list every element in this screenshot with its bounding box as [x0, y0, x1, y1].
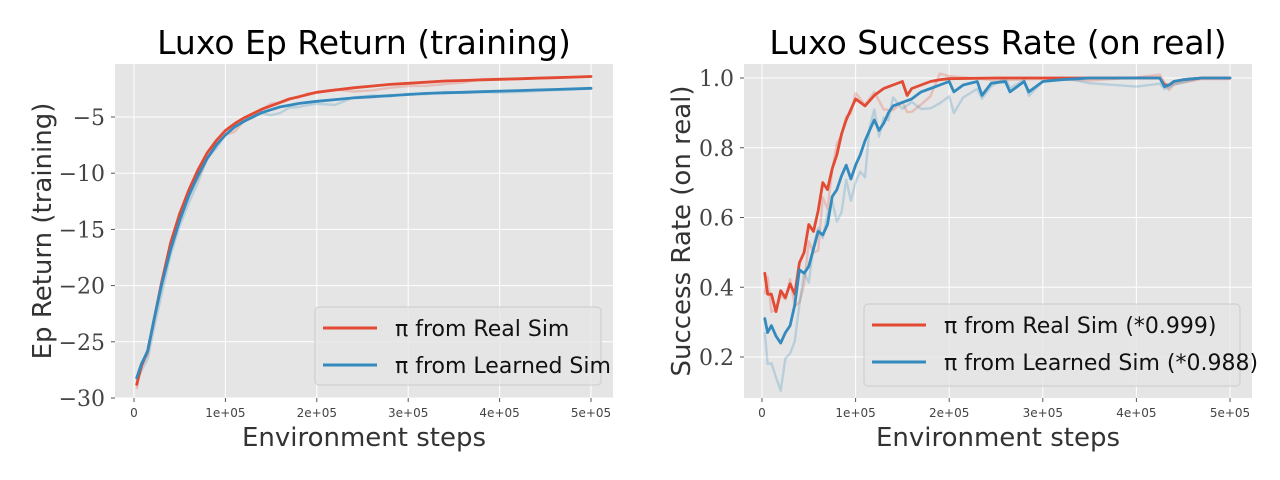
x-tick-label: 2e+05 — [929, 406, 969, 420]
x-tick-label: 5e+05 — [571, 406, 611, 420]
series-group — [135, 75, 593, 390]
legend-box — [314, 306, 602, 386]
y-tick-label: 1.0 — [699, 67, 734, 92]
y-tick-label: −15 — [59, 218, 105, 243]
legend-box — [863, 303, 1241, 387]
legend: π from Real Sim π from Learned Sim — [314, 306, 611, 386]
y-tick-label: 0.2 — [699, 346, 734, 371]
x-tick-label: 0 — [758, 406, 766, 420]
y-tick-label: 0.6 — [699, 207, 734, 232]
chart-title: Luxo Ep Return (training) — [157, 23, 571, 62]
y-tick-label: 0.8 — [699, 137, 734, 162]
y-axis-label: Ep Return (training) — [28, 103, 58, 360]
x-tick-label: 1e+05 — [835, 406, 875, 420]
y-tick-label: −25 — [59, 331, 105, 356]
series-group — [763, 72, 1232, 392]
legend: π from Real Sim (*0.999) π from Learned S… — [863, 303, 1258, 387]
y-axis-label: Success Rate (on real) — [667, 85, 697, 376]
x-axis-label: Environment steps — [876, 423, 1120, 453]
legend-label: π from Learned Sim (*0.988) — [944, 351, 1258, 376]
legend-label: π from Real Sim (*0.999) — [944, 314, 1217, 339]
y-tick-label: −30 — [59, 387, 105, 412]
x-tick-label: 4e+05 — [1116, 406, 1156, 420]
x-tick-label: 3e+05 — [1023, 406, 1063, 420]
x-axis-label: Environment steps — [242, 423, 486, 453]
y-tick-label: −10 — [59, 162, 105, 187]
y-tick-label: 0.4 — [699, 276, 734, 301]
legend-label: π from Real Sim — [395, 317, 569, 342]
x-tick-label: 3e+05 — [388, 406, 428, 420]
x-tick-label: 2e+05 — [297, 406, 337, 420]
y-tick-label: −5 — [73, 106, 105, 131]
chart-title: Luxo Success Rate (on real) — [769, 23, 1226, 62]
x-tick-label: 1e+05 — [205, 406, 245, 420]
chart-2: 0 1e+05 2e+05 3e+05 4e+05 5e+05 0.2 0.4 0.6 0.8 1.… — [667, 23, 1258, 453]
legend-label: π from Learned Sim — [395, 354, 611, 379]
chart-1: 0 1e+05 2e+05 3e+05 4e+05 5e+05 −30 −25 −20 −15 −1… — [28, 23, 613, 453]
x-tick-label: 5e+05 — [1210, 406, 1250, 420]
x-tick-label: 0 — [130, 406, 138, 420]
y-tick-label: −20 — [59, 275, 105, 300]
x-tick-label: 4e+05 — [479, 406, 519, 420]
